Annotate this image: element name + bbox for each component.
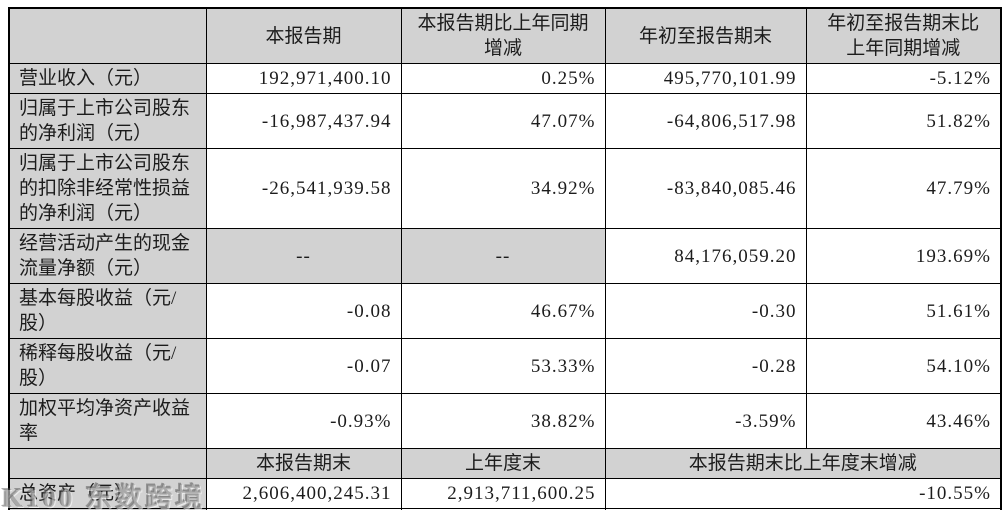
cell-current: -0.93% (205, 393, 402, 449)
row-label: 归属于上市公司股东的净利润（元） (8, 93, 207, 149)
cell-current: -16,987,437.94 (205, 93, 402, 149)
row-label: 营业收入（元） (8, 63, 207, 94)
table-header-row-2: 本报告期末 上年度末 本报告期末比上年度末增减 (8, 448, 1002, 479)
cell-ytd-change: 51.82% (805, 93, 1002, 149)
header-ytd: 年初至报告期末 (604, 7, 807, 64)
cell-prev-year-end: 2,913,711,600.25 (400, 478, 606, 509)
table-row-revenue: 营业收入（元） 192,971,400.10 0.25% 495,770,101… (8, 63, 1002, 94)
cell-ytd: 495,770,101.99 (604, 63, 807, 94)
cell-yoy-change: 47.07% (400, 93, 606, 149)
table-row-weighted-avg-roe: 加权平均净资产收益率 -0.93% 38.82% -3.59% 43.46% (8, 393, 1002, 449)
row-label: 经营活动产生的现金流量净额（元） (8, 228, 207, 284)
table-row-equity-attributable: 归属于上市公司股东的所有者权益（元） 1,763,875,277.33 1,82… (8, 508, 1002, 510)
header-period-end: 本报告期末 (205, 448, 402, 479)
cell-period-end-change: -3.55% (604, 508, 1002, 510)
table-row-net-profit: 归属于上市公司股东的净利润（元） -16,987,437.94 47.07% -… (8, 93, 1002, 149)
cell-current: -0.08 (205, 283, 402, 339)
cell-ytd-change: 51.61% (805, 283, 1002, 339)
table-row-basic-eps: 基本每股收益（元/股） -0.08 46.67% -0.30 51.61% (8, 283, 1002, 339)
cell-ytd-change: 43.46% (805, 393, 1002, 449)
cell-ytd: -64,806,517.98 (604, 93, 807, 149)
cell-current: -26,541,939.58 (205, 148, 402, 229)
table-row-total-assets: 总资产（元） 2,606,400,245.31 2,913,711,600.25… (8, 478, 1002, 509)
cell-period-end: 2,606,400,245.31 (205, 478, 402, 509)
row-label: 加权平均净资产收益率 (8, 393, 207, 449)
cell-current: -0.07 (205, 338, 402, 394)
row-label: 归属于上市公司股东的扣除非经常性损益的净利润（元） (8, 148, 207, 229)
cell-ytd: -0.30 (604, 283, 807, 339)
cell-yoy-change: 0.25% (400, 63, 606, 94)
table-row-net-profit-excl-nonrecurring: 归属于上市公司股东的扣除非经常性损益的净利润（元） -26,541,939.58… (8, 148, 1002, 229)
cell-ytd-change: 54.10% (805, 338, 1002, 394)
cell-yoy-change: 53.33% (400, 338, 606, 394)
cell-ytd: -83,840,085.46 (604, 148, 807, 229)
cell-current: 192,971,400.10 (205, 63, 402, 94)
cell-ytd-change: -5.12% (805, 63, 1002, 94)
table-row-diluted-eps: 稀释每股收益（元/股） -0.07 53.33% -0.28 54.10% (8, 338, 1002, 394)
cell-yoy-change: 34.92% (400, 148, 606, 229)
header-ytd-yoy: 年初至报告期末比上年同期增减 (805, 7, 1002, 64)
cell-ytd: 84,176,059.20 (604, 228, 807, 284)
key-financials-table: 本报告期 本报告期比上年同期增减 年初至报告期末 年初至报告期末比上年同期增减 … (8, 7, 1002, 510)
header-current-period: 本报告期 (205, 7, 402, 64)
cell-period-end-change: -10.55% (604, 478, 1002, 509)
table-row-operating-cash-flow: 经营活动产生的现金流量净额（元） -- -- 84,176,059.20 193… (8, 228, 1002, 284)
cell-ytd: -3.59% (604, 393, 807, 449)
table-header-row-1: 本报告期 本报告期比上年同期增减 年初至报告期末 年初至报告期末比上年同期增减 (8, 7, 1002, 64)
cell-yoy-change: 38.82% (400, 393, 606, 449)
header-prev-year-end: 上年度末 (400, 448, 606, 479)
cell-ytd-change: 47.79% (805, 148, 1002, 229)
row-label: 稀释每股收益（元/股） (8, 338, 207, 394)
row-label: 总资产（元） (8, 478, 207, 509)
cell-yoy-change: 46.67% (400, 283, 606, 339)
header2-corner-cell (8, 448, 207, 479)
header-period-end-change: 本报告期末比上年度末增减 (604, 448, 1002, 479)
cell-ytd-change: 193.69% (805, 228, 1002, 284)
header-current-period-yoy: 本报告期比上年同期增减 (400, 7, 606, 64)
header-corner-cell (8, 7, 207, 64)
row-label: 基本每股收益（元/股） (8, 283, 207, 339)
cell-ytd: -0.28 (604, 338, 807, 394)
cell-yoy-change: -- (400, 228, 606, 284)
cell-current: -- (205, 228, 402, 284)
